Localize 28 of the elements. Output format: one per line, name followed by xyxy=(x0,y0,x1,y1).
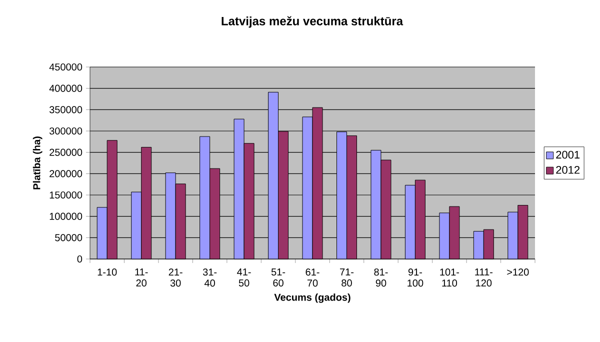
y-axis-title: Platība (ha) xyxy=(32,136,42,190)
x-tick-label: 1-10 xyxy=(98,268,117,276)
y-tick-label: 50000 xyxy=(55,234,82,242)
legend-label: 2012 xyxy=(556,166,580,174)
x-tick-label: 21-30 xyxy=(168,268,182,287)
y-tick-label: 300000 xyxy=(49,127,82,135)
y-tick-label: 250000 xyxy=(50,148,82,156)
x-tick-label: 111-120 xyxy=(475,268,492,287)
x-tick-label: 101-110 xyxy=(440,268,459,287)
x-tick-label: 71-80 xyxy=(340,268,354,287)
legend-label: 2001 xyxy=(556,150,580,159)
x-tick-label: 41-50 xyxy=(237,268,251,287)
y-tick-label: 350000 xyxy=(49,106,82,114)
x-tick-label: 11-20 xyxy=(135,268,148,287)
y-tick-label: 450000 xyxy=(49,63,82,71)
x-axis-title: Vecums (gados) xyxy=(274,293,350,303)
y-tick-label: 400000 xyxy=(49,84,82,92)
y-tick-label: 100000 xyxy=(50,212,82,220)
y-tick-label: 200000 xyxy=(50,170,82,178)
x-tick-label: 91-100 xyxy=(408,268,424,287)
chart-title: Latvijas mežu vecuma struktūra xyxy=(222,16,404,28)
y-tick-label: 0 xyxy=(77,255,82,263)
x-tick-label: 61-70 xyxy=(306,268,320,287)
y-tick-label: 150000 xyxy=(50,191,82,199)
x-tick-label: >120 xyxy=(507,268,529,276)
x-tick-label: 81-90 xyxy=(374,268,388,287)
x-tick-label: 51-60 xyxy=(271,268,286,287)
x-tick-label: 31-40 xyxy=(202,268,217,287)
